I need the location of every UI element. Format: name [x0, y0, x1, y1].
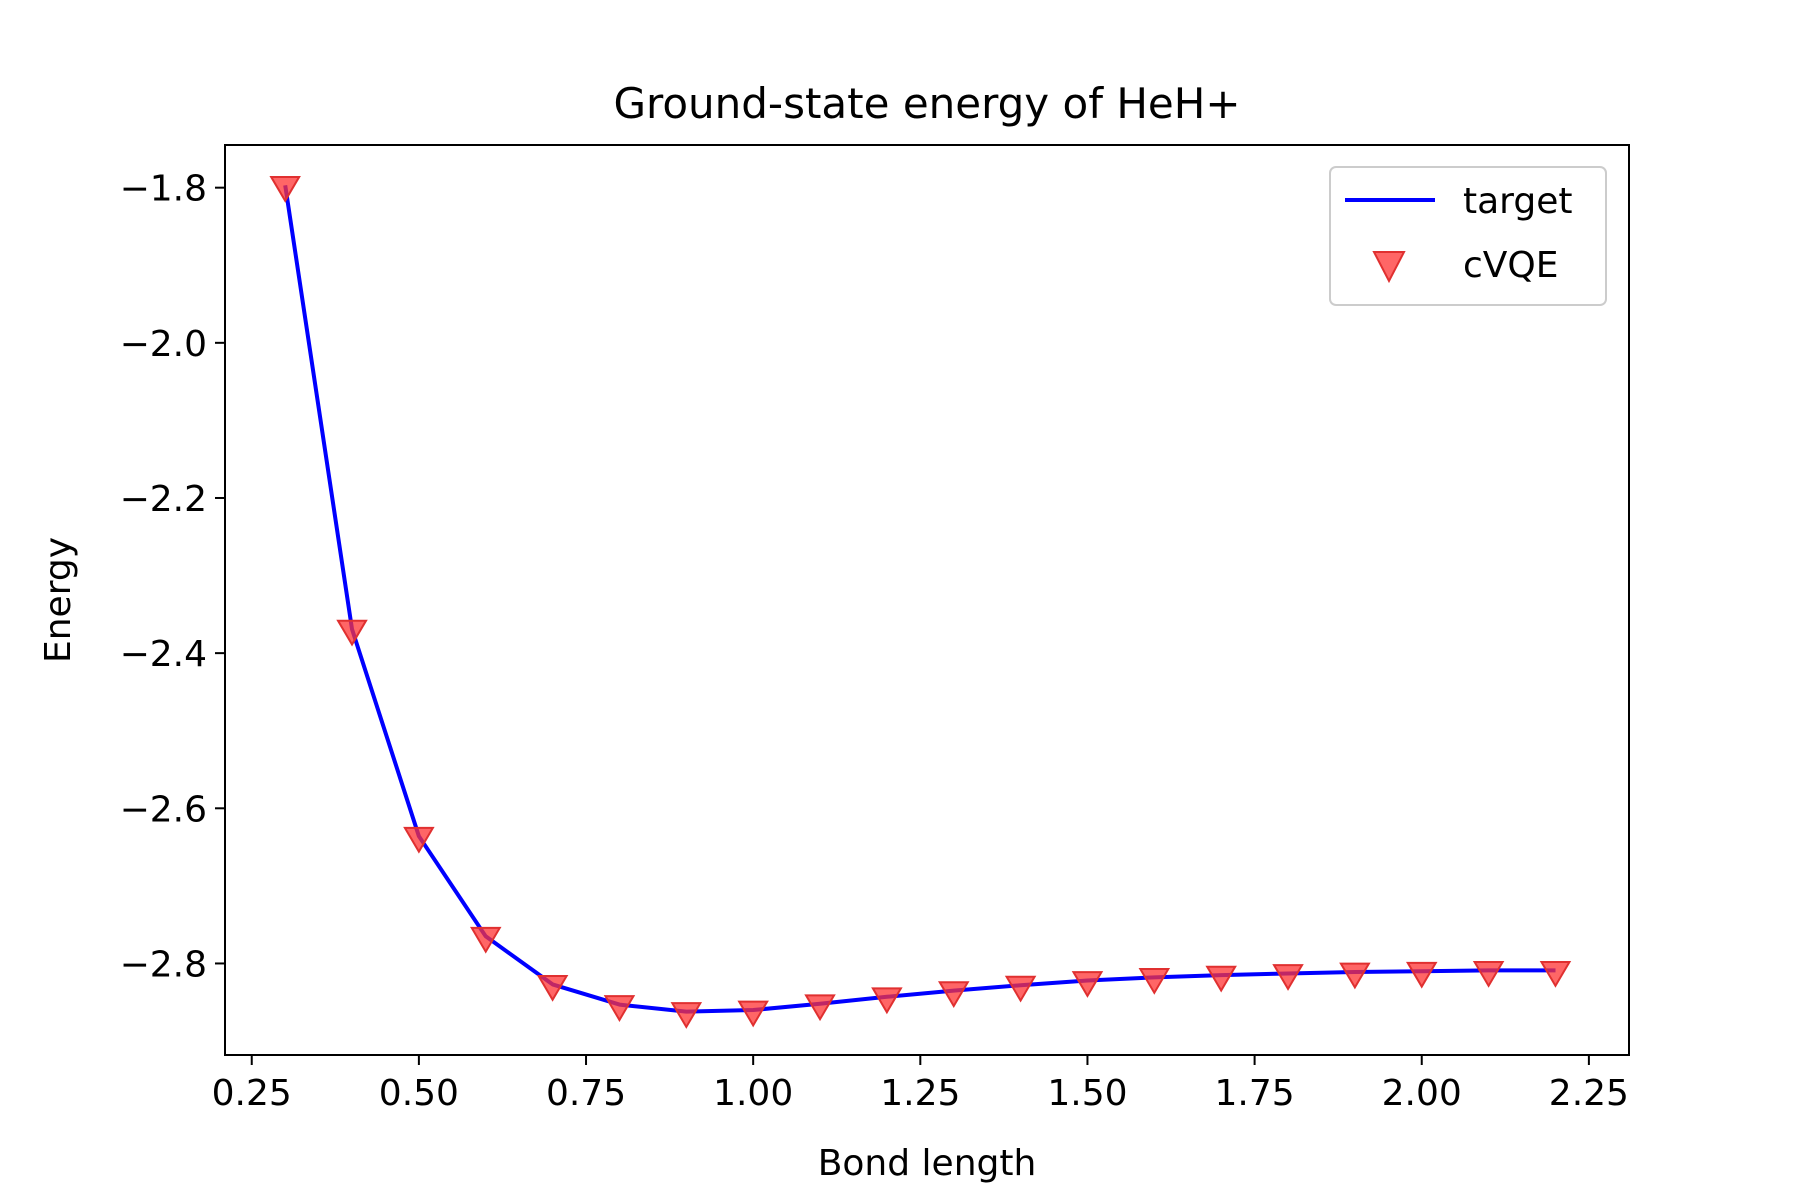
- x-tick-label: 0.50: [379, 1073, 459, 1114]
- cvqe-point: [1472, 961, 1505, 988]
- x-tick-label: 1.50: [1047, 1073, 1127, 1114]
- x-axis: 0.25 0.50 0.75 1.00 1.25 1.50 1.75 2.00 2.25: [212, 1055, 1629, 1114]
- cvqe-point: [1138, 968, 1171, 995]
- cvqe-point: [336, 619, 368, 647]
- x-tick-label: 1.25: [880, 1073, 960, 1114]
- cvqe-point: [1539, 961, 1572, 988]
- axes-frame: [224, 144, 1630, 1056]
- cvqe-point: [403, 826, 435, 854]
- cvqe-point: [1405, 961, 1438, 989]
- legend-target-label: target: [1463, 181, 1572, 222]
- cvqe-point: [536, 975, 569, 1002]
- x-tick-label: 2.00: [1382, 1073, 1462, 1114]
- y-tick-label: −2.4: [120, 634, 207, 675]
- cvqe-point: [1004, 975, 1037, 1003]
- target-line: [283, 185, 1556, 1014]
- x-tick-label: 0.75: [546, 1073, 626, 1114]
- cvqe-point: [670, 1002, 703, 1029]
- y-axis-label: Energy: [38, 537, 79, 663]
- x-axis-label: Bond length: [818, 1143, 1037, 1184]
- cvqe-point: [937, 981, 970, 1008]
- cvqe-point: [1071, 971, 1104, 998]
- plot-area: [269, 175, 1572, 1029]
- legend-cvqe-marker: [1372, 251, 1406, 284]
- x-tick-label: 0.25: [212, 1073, 292, 1114]
- y-tick-label: −2.6: [120, 789, 207, 830]
- y-axis: −1.8 −2.0 −2.2 −2.4 −2.6 −2.8: [120, 169, 225, 985]
- cvqe-point: [871, 987, 903, 1015]
- cvqe-point: [603, 995, 636, 1022]
- x-tick-label: 1.75: [1215, 1073, 1295, 1114]
- x-tick-label: 1.00: [713, 1073, 793, 1114]
- y-tick-label: −1.8: [120, 169, 207, 210]
- cvqe-point: [469, 926, 502, 954]
- chart-title: Ground-state energy of HeH+: [613, 79, 1240, 128]
- legend: target cVQE: [1329, 166, 1607, 306]
- cvqe-point: [737, 1000, 769, 1028]
- cvqe-point: [269, 175, 301, 203]
- y-tick-label: −2.8: [120, 944, 207, 985]
- x-tick-label: 2.25: [1549, 1073, 1629, 1114]
- cvqe-point: [1272, 964, 1304, 991]
- y-tick-label: −2.0: [120, 324, 207, 365]
- cvqe-point: [1205, 965, 1237, 993]
- y-tick-label: −2.2: [120, 479, 207, 520]
- cvqe-point: [804, 994, 836, 1022]
- legend-cvqe-label: cVQE: [1463, 245, 1559, 286]
- cvqe-point: [1339, 962, 1371, 990]
